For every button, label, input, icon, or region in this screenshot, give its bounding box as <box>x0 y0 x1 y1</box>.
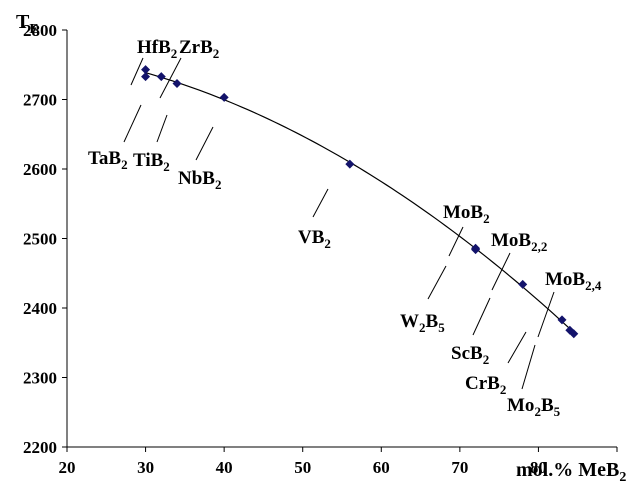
label-leader-line <box>448 226 464 257</box>
point-label: Mo2B5 <box>507 395 561 419</box>
data-point <box>471 245 481 255</box>
axes: 2200 2300 2400 2500 2600 2700 2800 20 30 40 50 60 70… <box>23 21 618 477</box>
data-point <box>219 92 229 102</box>
y-tick-label: 2400 <box>23 299 57 318</box>
y-tick-label: 2800 <box>23 21 57 40</box>
label-leader-line <box>507 331 527 364</box>
point-label: MoB2 <box>443 202 490 226</box>
data-point <box>141 72 151 82</box>
data-points <box>141 65 579 339</box>
y-tick-label: 2500 <box>23 230 57 249</box>
axis-titles: TE mol.% MeB2 <box>16 11 626 485</box>
point-label: ScB2 <box>451 343 489 367</box>
y-tick-label: 2200 <box>23 438 57 457</box>
x-tick-label: 60 <box>373 458 390 477</box>
x-axis-title: mol.% MeB2 <box>516 459 626 485</box>
x-tick-label: 80 <box>530 458 547 477</box>
y-axis-title: TE <box>16 11 39 37</box>
data-point <box>345 159 355 169</box>
x-tick-label: 50 <box>294 458 311 477</box>
x-tick-label: 20 <box>59 458 76 477</box>
y-tick-label: 2300 <box>23 369 57 388</box>
point-label: TaB2 <box>88 148 128 172</box>
label-leader-line <box>491 252 511 291</box>
point-labels: HfB2 ZrB2 TaB2 TiB2 NbB2 VB2 MoB2 W2B5 MoB2,2 ScB… <box>88 37 602 419</box>
point-label: MoB2,2 <box>491 230 547 254</box>
trend-curve-layer <box>145 72 575 333</box>
label-leader-line <box>130 57 144 86</box>
y-tick-label: 2600 <box>23 160 57 179</box>
label-leader-line <box>159 57 182 99</box>
point-label: MoB2,4 <box>545 269 602 293</box>
point-label: TiB2 <box>133 150 170 174</box>
label-leader-line <box>521 344 536 390</box>
point-label: HfB2 <box>137 37 177 61</box>
point-label: ZrB2 <box>179 37 219 61</box>
point-label: VB2 <box>298 227 331 251</box>
x-tick-label: 70 <box>451 458 468 477</box>
data-point <box>172 79 182 89</box>
data-point <box>557 315 567 325</box>
x-tick-label: 30 <box>137 458 154 477</box>
point-label: NbB2 <box>178 168 221 192</box>
point-label: CrB2 <box>465 373 506 397</box>
data-point <box>569 329 579 339</box>
trend-curve <box>145 72 575 333</box>
data-point <box>156 72 166 82</box>
label-leader-line <box>195 126 214 161</box>
label-leader-line <box>123 104 142 143</box>
y-tick-label: 2700 <box>23 91 57 110</box>
label-leader-line <box>427 265 447 300</box>
data-point <box>518 279 528 289</box>
label-leader-line <box>312 188 329 218</box>
data-point <box>141 65 151 75</box>
point-label: W2B5 <box>400 311 445 335</box>
label-leader-line <box>472 297 491 336</box>
x-tick-label: 40 <box>216 458 233 477</box>
label-leader-line <box>537 291 555 338</box>
label-leader-line <box>156 114 168 143</box>
